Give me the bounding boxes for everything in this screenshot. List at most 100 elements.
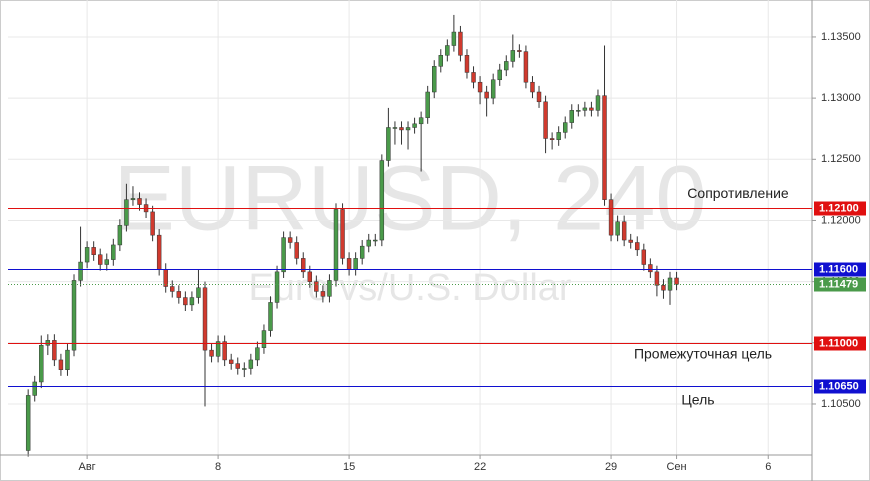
candle-body bbox=[359, 245, 365, 259]
candle-body bbox=[346, 258, 352, 270]
y-tick-label: 1.13500 bbox=[821, 31, 861, 43]
x-tick-label: 29 bbox=[605, 461, 617, 473]
candle-body bbox=[510, 50, 516, 62]
candle-body bbox=[484, 91, 489, 99]
candle-body bbox=[621, 221, 627, 241]
candle-body bbox=[628, 239, 633, 243]
candle-body bbox=[215, 341, 221, 357]
level-label-box bbox=[814, 379, 866, 394]
candle-body bbox=[98, 254, 103, 265]
watermark-symbol: EURUSD, 240 bbox=[113, 147, 706, 249]
candle-body bbox=[39, 345, 44, 383]
candle-body bbox=[170, 286, 175, 292]
candle-body bbox=[615, 221, 620, 236]
candle-body bbox=[595, 95, 601, 111]
candle-body bbox=[582, 107, 588, 111]
candle-body bbox=[458, 31, 463, 56]
candle-body bbox=[471, 72, 476, 83]
candle-body bbox=[248, 359, 254, 369]
candle-body bbox=[451, 31, 457, 46]
candle-body bbox=[117, 225, 123, 246]
candle-body bbox=[608, 199, 614, 236]
candle-body bbox=[130, 198, 136, 200]
candle-body bbox=[432, 66, 437, 93]
level-label: 1.12100 bbox=[819, 202, 859, 214]
watermark-description: Euro vs/U.S. Dollar bbox=[248, 267, 571, 309]
candle-body bbox=[517, 50, 522, 52]
y-tick-label: 1.10500 bbox=[821, 398, 861, 410]
level-label-box bbox=[814, 201, 866, 216]
candle-body bbox=[71, 280, 77, 351]
y-tick-label: 1.12000 bbox=[821, 214, 861, 226]
level-label-box bbox=[814, 277, 866, 292]
x-tick-label: 22 bbox=[474, 461, 486, 473]
x-tick-label: 8 bbox=[215, 461, 221, 473]
level-label: 1.11600 bbox=[819, 263, 858, 275]
candle-body bbox=[222, 341, 227, 361]
candle-body bbox=[549, 138, 555, 140]
candle-body bbox=[674, 277, 679, 285]
candle-body bbox=[301, 258, 306, 273]
candle-body bbox=[648, 264, 653, 273]
candle-body bbox=[189, 297, 195, 306]
level-label: 1.11000 bbox=[819, 337, 858, 349]
candle-body bbox=[242, 368, 247, 370]
candle-body bbox=[425, 91, 430, 118]
candle-body bbox=[163, 269, 168, 287]
candle-body bbox=[373, 239, 378, 242]
candle-body bbox=[379, 160, 385, 241]
candle-body bbox=[281, 237, 286, 273]
candle-body bbox=[156, 234, 162, 270]
candle-body bbox=[602, 95, 607, 200]
candle-body bbox=[320, 291, 326, 297]
candle-body bbox=[78, 261, 83, 281]
level-label-box bbox=[814, 336, 866, 351]
candle-body bbox=[418, 117, 424, 125]
candle-body bbox=[490, 79, 496, 99]
candle-body bbox=[497, 69, 502, 81]
candle-body bbox=[333, 209, 339, 281]
candle-body bbox=[536, 91, 542, 103]
candle-body bbox=[32, 381, 37, 396]
candle-body bbox=[386, 127, 391, 161]
candle-body bbox=[438, 55, 443, 67]
candle-body bbox=[228, 359, 234, 364]
candle-body bbox=[523, 51, 529, 83]
candle-body bbox=[504, 61, 509, 71]
candle-body bbox=[405, 127, 411, 131]
candle-body bbox=[314, 281, 319, 292]
candle-body bbox=[392, 127, 398, 129]
candle-body bbox=[654, 271, 660, 286]
background-layer: EURUSD, 240 Euro vs/U.S. Dollar bbox=[8, 0, 812, 455]
candle-body bbox=[412, 123, 417, 128]
candle-body bbox=[569, 110, 574, 123]
candle-body bbox=[176, 291, 182, 298]
candle-body bbox=[183, 297, 188, 306]
candle-body bbox=[353, 258, 358, 270]
candle-body bbox=[661, 285, 666, 291]
candle-body bbox=[137, 198, 142, 205]
candle-body bbox=[327, 280, 332, 297]
candle-body bbox=[52, 340, 57, 361]
annotation: Сопротивление bbox=[687, 185, 789, 201]
candle-body bbox=[274, 271, 280, 303]
candle-body bbox=[268, 302, 273, 331]
candle-body bbox=[45, 340, 51, 346]
candle-body bbox=[563, 122, 568, 133]
candle-body bbox=[576, 110, 581, 112]
candle-body bbox=[530, 81, 535, 93]
candle-body bbox=[635, 242, 640, 251]
x-tick-label: 15 bbox=[343, 461, 355, 473]
y-tick-label: 1.12500 bbox=[821, 153, 861, 165]
level-label: 1.10650 bbox=[819, 380, 859, 392]
candle-body bbox=[477, 81, 483, 93]
candle-body bbox=[543, 101, 548, 139]
candle-body bbox=[235, 363, 240, 369]
x-tick-label: Авг bbox=[79, 461, 96, 473]
candle-body bbox=[399, 127, 404, 131]
candle-body bbox=[111, 244, 116, 260]
plot-layer bbox=[25, 14, 679, 457]
candle-body bbox=[307, 271, 313, 282]
candle-body bbox=[209, 349, 214, 357]
candle-body bbox=[255, 347, 260, 361]
